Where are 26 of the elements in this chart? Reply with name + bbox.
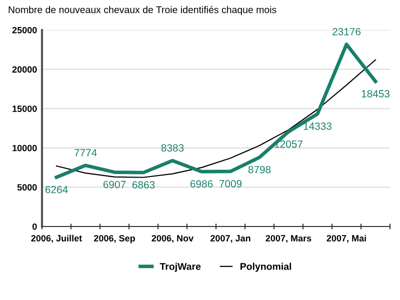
x-tick-label: 2007, Mai xyxy=(326,234,366,243)
x-tick-label: 2007, Jan xyxy=(210,235,250,243)
data-label: 7774 xyxy=(74,149,97,156)
data-label: 18453 xyxy=(362,90,390,98)
y-tick-label: 25000 xyxy=(12,26,37,34)
y-tick-label: 0 xyxy=(32,223,37,230)
data-label: 8383 xyxy=(161,144,184,152)
data-label: 23176 xyxy=(332,28,361,36)
data-label: 6986 xyxy=(190,180,213,188)
data-label: 14333 xyxy=(304,122,332,130)
x-tick-label: 2006, Nov xyxy=(152,235,194,243)
data-label: 6264 xyxy=(45,186,68,194)
legend-label: Polynomial xyxy=(240,262,292,272)
chart-title: Nombre de nouveaux chevaux de Troie identifiés chaque mois xyxy=(8,6,276,16)
data-label: 8798 xyxy=(248,166,271,174)
data-label: 7009 xyxy=(219,180,242,188)
data-label: 6863 xyxy=(132,181,155,189)
y-tick-label: 15000 xyxy=(12,106,37,112)
x-tick-label: 2006, Sep xyxy=(94,235,135,244)
y-tick-label: 20000 xyxy=(12,66,37,73)
x-tick-label: 2006, Juillet xyxy=(31,234,82,243)
legend-label: TrojWare xyxy=(160,262,201,272)
data-label: 6907 xyxy=(103,180,126,188)
y-tick-label: 10000 xyxy=(12,144,37,152)
x-tick-label: 2007, Mars xyxy=(266,235,312,243)
y-tick-label: 5000 xyxy=(17,184,37,191)
